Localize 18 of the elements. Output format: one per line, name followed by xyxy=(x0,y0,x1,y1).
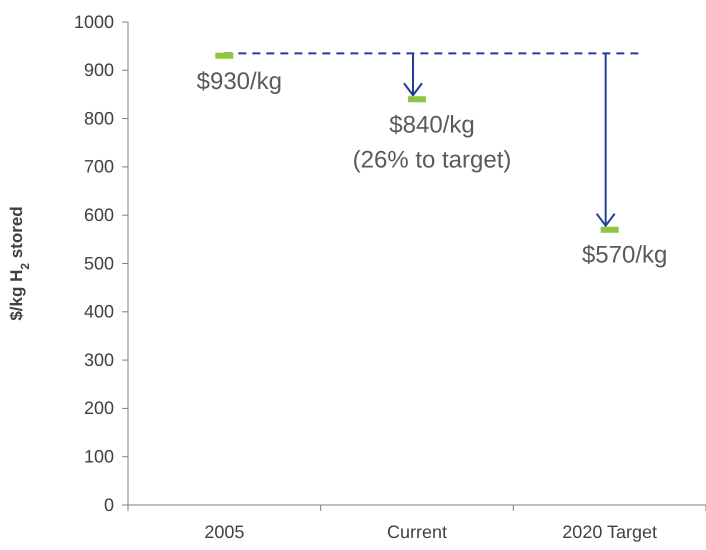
y-tick-label: 300 xyxy=(84,350,114,370)
x-tick-label: 2020 Target xyxy=(562,522,658,542)
data-label: $930/kg xyxy=(196,68,282,95)
y-tick-label: 700 xyxy=(84,156,114,177)
y-tick-label: 900 xyxy=(84,60,114,80)
y-tick-label: 200 xyxy=(84,398,114,418)
y-tick-label: 400 xyxy=(84,302,114,322)
y-tick-label: 800 xyxy=(84,108,114,128)
data-label: $840/kg xyxy=(389,111,475,138)
annotation: (26% to target) xyxy=(352,146,512,174)
y-tick-label: 1000 xyxy=(74,12,114,32)
x-tick-label: Current xyxy=(386,522,448,542)
y-tick-label: 100 xyxy=(84,446,114,466)
data-label: $570/kg xyxy=(582,242,668,269)
y-tick-label: 500 xyxy=(84,253,114,274)
x-tick-label: 2005 xyxy=(204,522,244,542)
y-tick-label: 0 xyxy=(104,494,114,515)
y-tick-label: 600 xyxy=(84,204,114,225)
